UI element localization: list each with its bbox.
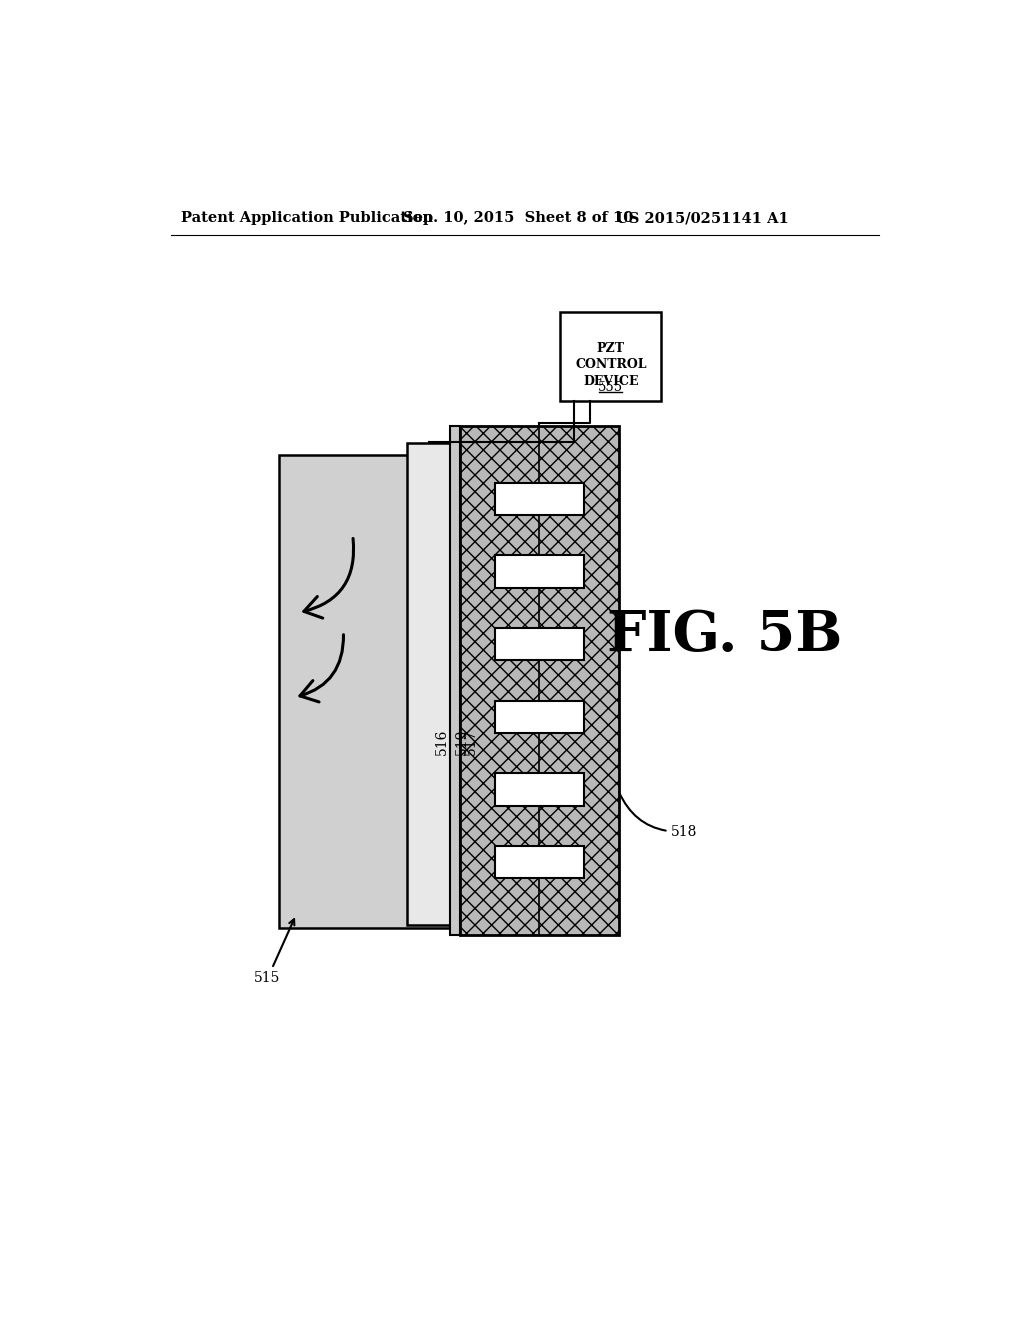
FancyArrowPatch shape <box>300 635 343 702</box>
Text: 555: 555 <box>598 380 624 393</box>
Bar <box>560 313 662 401</box>
Text: 516: 516 <box>435 729 449 755</box>
Bar <box>407 444 452 924</box>
Bar <box>495 846 584 878</box>
Text: 519: 519 <box>455 729 469 755</box>
Text: Sep. 10, 2015  Sheet 8 of 10: Sep. 10, 2015 Sheet 8 of 10 <box>403 211 634 226</box>
Bar <box>495 556 584 587</box>
Text: PZT
CONTROL
DEVICE: PZT CONTROL DEVICE <box>575 342 646 388</box>
Bar <box>280 455 461 928</box>
Bar <box>451 426 460 935</box>
Bar <box>495 483 584 515</box>
Text: 518: 518 <box>618 792 697 838</box>
FancyArrowPatch shape <box>304 539 353 618</box>
Text: US 2015/0251141 A1: US 2015/0251141 A1 <box>616 211 790 226</box>
Bar <box>460 426 618 935</box>
Text: Patent Application Publication: Patent Application Publication <box>180 211 433 226</box>
Text: 517: 517 <box>464 729 478 755</box>
Bar <box>495 774 584 805</box>
Text: 515: 515 <box>254 919 294 986</box>
Bar <box>495 628 584 660</box>
Text: FIG. 5B: FIG. 5B <box>607 609 843 663</box>
Bar <box>495 701 584 733</box>
